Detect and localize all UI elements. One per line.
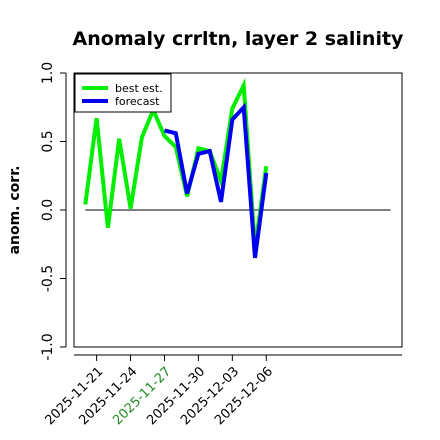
plot-frame xyxy=(73,72,403,348)
y-tick-label: 0.0 xyxy=(40,199,56,221)
y-ticks: -1.0 -0.5 0.0 0.5 1.0 xyxy=(40,62,66,361)
legend-label-forecast: forecast xyxy=(115,95,160,108)
series-line-best-est xyxy=(83,77,269,249)
y-tick-label: -1.0 xyxy=(40,333,56,360)
series-line-forecast xyxy=(164,102,269,259)
chart-title: Anomaly crrltn, layer 2 salinity xyxy=(73,28,404,50)
y-tick-label: -0.5 xyxy=(40,265,56,292)
y-tick-label: 0.5 xyxy=(40,130,56,152)
y-axis-label: anom. corr. xyxy=(7,166,23,255)
y-tick-label: 1.0 xyxy=(40,62,56,84)
series-layer xyxy=(83,77,269,259)
legend: best est. forecast xyxy=(74,73,172,113)
legend-label-best-est: best est. xyxy=(115,82,163,95)
legend-box xyxy=(74,73,172,113)
x-ticks: 2025-11-212025-11-242025-11-272025-11-30… xyxy=(42,355,276,428)
